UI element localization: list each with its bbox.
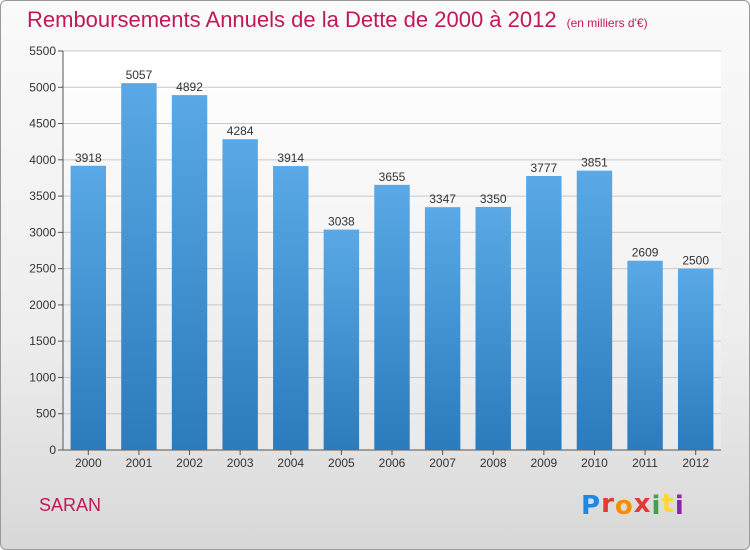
logo-letter: i [674, 491, 685, 521]
x-tick-label: 2006 [379, 456, 406, 470]
x-tick-label: 2003 [227, 456, 254, 470]
chart-title-text: Remboursements Annuels de la Dette de 20… [27, 7, 557, 32]
bar-value-label: 5057 [126, 68, 153, 82]
y-tick-label: 4000 [29, 153, 56, 167]
x-tick-label: 2008 [480, 456, 507, 470]
bar-value-label: 3914 [277, 151, 304, 165]
bar-value-label: 3350 [480, 192, 507, 206]
bar [627, 260, 663, 450]
bar-value-label: 3918 [75, 151, 102, 165]
bar [374, 184, 410, 450]
logo-letter: P [581, 491, 602, 521]
logo-letter: r [601, 489, 615, 519]
x-tick-label: 2005 [328, 456, 355, 470]
x-tick-label: 2010 [581, 456, 608, 470]
bar [475, 206, 511, 450]
y-tick-label: 2000 [29, 298, 56, 312]
y-tick-label: 5000 [29, 80, 56, 94]
bar [323, 229, 360, 450]
city-name: SARAN [39, 495, 102, 515]
y-tick-label: 3500 [29, 189, 56, 203]
bar [171, 95, 208, 450]
x-tick-label: 2004 [277, 456, 304, 470]
bar-value-label: 2609 [632, 246, 659, 260]
bar-value-label: 3347 [429, 192, 456, 206]
logo-letter: t [661, 489, 675, 519]
logo-letter: o [614, 491, 634, 521]
chart-subtitle: (en milliers d'€) [566, 16, 648, 30]
x-tick-label: 2007 [429, 456, 456, 470]
x-tick-label: 2001 [126, 456, 153, 470]
bar [576, 170, 613, 451]
logo-letter: x [633, 489, 652, 519]
bar [273, 166, 309, 450]
x-tick-label: 2012 [682, 456, 709, 470]
bar-value-label: 3777 [530, 161, 557, 175]
bar [424, 207, 461, 450]
y-tick-label: 1000 [29, 370, 56, 384]
y-tick-label: 2500 [29, 262, 56, 276]
y-tick-label: 5500 [29, 44, 56, 58]
x-tick-label: 2002 [176, 456, 203, 470]
bar [526, 175, 562, 450]
bar-value-label: 3038 [328, 215, 355, 229]
bar [70, 165, 107, 450]
x-tick-label: 2000 [75, 456, 102, 470]
y-tick-label: 4500 [29, 117, 56, 131]
y-tick-label: 1500 [29, 334, 56, 348]
y-tick-label: 0 [49, 443, 56, 457]
bar-value-label: 3851 [581, 156, 608, 170]
bar-value-label: 3655 [379, 170, 406, 184]
y-tick-label: 3000 [29, 225, 56, 239]
chart-title: Remboursements Annuels de la Dette de 20… [27, 7, 648, 33]
y-tick-label: 500 [36, 407, 56, 421]
proxiti-logo: Proxiti [581, 489, 685, 521]
bar [677, 268, 714, 450]
bar [222, 139, 258, 450]
bar-value-label: 2500 [682, 254, 709, 268]
bar [121, 83, 157, 450]
x-tick-label: 2011 [632, 456, 658, 470]
bar-value-label: 4284 [227, 124, 254, 138]
x-tick-label: 2009 [530, 456, 557, 470]
bar-value-label: 4892 [176, 80, 203, 94]
logo-letter: i [651, 491, 662, 521]
